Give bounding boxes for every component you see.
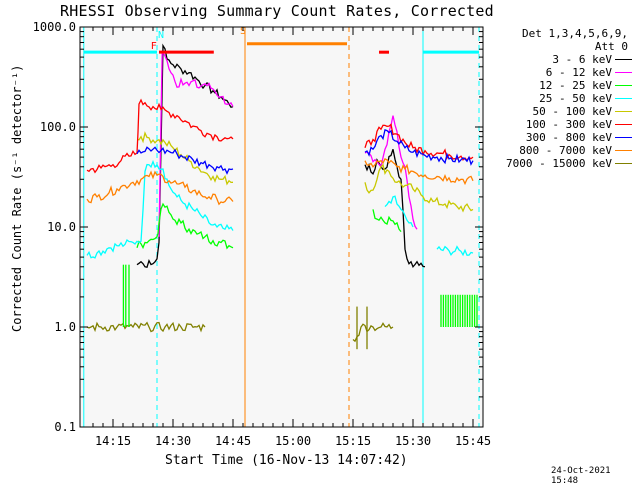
series-line-2-0 [136, 202, 234, 250]
series-line-2-1 [372, 209, 402, 233]
legend-entry: 800 - 7000 keV [486, 144, 636, 157]
series-line-5-1 [364, 123, 474, 162]
x-tick-label-0: 14:15 [95, 434, 131, 448]
legend-entry: 6 - 12 keV [486, 66, 636, 79]
legend-swatch [615, 124, 632, 125]
legend-entry-label: 50 - 100 keV [532, 105, 612, 118]
legend-entry: 12 - 25 keV [486, 79, 636, 92]
series-line-7-1 [364, 158, 474, 186]
legend-swatch [615, 59, 632, 60]
chart-title: RHESSI Observing Summary Count Rates, Co… [60, 2, 494, 20]
series-line-3-0 [86, 159, 234, 259]
legend-entry-label: 100 - 300 keV [525, 118, 612, 131]
series-line-1-0 [158, 50, 234, 237]
series-line-5-0 [86, 98, 234, 174]
x-tick-label-3: 15:00 [275, 434, 311, 448]
legend-swatch [615, 72, 632, 73]
legend-swatch [615, 85, 632, 86]
x-tick-label-1: 14:30 [155, 434, 191, 448]
y-tick-label-3: 100.0 [40, 120, 76, 134]
legend-entry: 100 - 300 keV [486, 118, 636, 131]
legend-entry-label: 7000 - 15000 keV [506, 157, 612, 170]
legend-rows: 3 - 6 keV 6 - 12 keV 12 - 25 keV 25 - 50 ke… [486, 53, 636, 170]
legend-entry-label: 25 - 50 keV [539, 92, 612, 105]
series-line-0-1 [364, 149, 426, 269]
series-line-0-0 [136, 43, 234, 268]
legend-swatch [615, 137, 632, 138]
legend-entry: 3 - 6 keV [486, 53, 636, 66]
y-tick-label-1: 1.0 [54, 320, 76, 334]
legend: Det 1,3,4,5,6,9, Att 0 3 - 6 keV 6 - 12 k… [486, 27, 636, 170]
legend-entry: 300 - 800 keV [486, 131, 636, 144]
generation-timestamp: 24-Oct-2021 15:48 [551, 466, 611, 486]
series-line-3-2 [436, 245, 474, 257]
legend-attenuator: Att 0 [594, 40, 628, 53]
legend-swatch [615, 98, 632, 99]
x-tick-label-6: 15:45 [455, 434, 491, 448]
x-tick-label-2: 14:45 [215, 434, 251, 448]
x-tick-label-5: 15:30 [395, 434, 431, 448]
legend-entry-label: 6 - 12 keV [545, 66, 612, 79]
series-line-8-0 [86, 321, 206, 333]
series-line-6-1 [364, 129, 474, 166]
flag-label-S: S [240, 26, 246, 37]
flag-label-F: F [151, 41, 157, 52]
legend-entry-label: 12 - 25 keV [539, 79, 612, 92]
legend-entry: 7000 - 15000 keV [486, 157, 636, 170]
y-tick-label-2: 10.0 [47, 220, 76, 234]
legend-entry: 50 - 100 keV [486, 105, 636, 118]
legend-entry-label: 300 - 800 keV [525, 131, 612, 144]
x-tick-label-4: 15:15 [335, 434, 371, 448]
series-line-3-1 [384, 195, 414, 228]
x-axis-label: Start Time (16-Nov-13 14:07:42) [165, 453, 408, 468]
series-line-7-0 [86, 170, 234, 206]
legend-swatch [615, 150, 632, 151]
legend-detectors: Det 1,3,4,5,6,9, [522, 27, 628, 40]
flag-label-N: N [158, 30, 164, 41]
series-line-8-1 [352, 322, 394, 343]
legend-entry-label: 3 - 6 keV [552, 53, 612, 66]
y-tick-label-4: 1000.0 [33, 20, 76, 34]
legend-entry: 25 - 50 keV [486, 92, 636, 105]
y-tick-label-0: 0.1 [54, 420, 76, 434]
series-line-6-0 [136, 146, 234, 175]
series-line-4-1 [364, 163, 474, 213]
series-line-4-0 [136, 131, 234, 186]
legend-swatch [615, 163, 632, 164]
legend-entry-label: 800 - 7000 keV [519, 144, 612, 157]
legend-swatch [615, 111, 632, 112]
y-axis-label: Corrected Count Rate (s⁻¹ detector⁻¹) [10, 64, 24, 332]
